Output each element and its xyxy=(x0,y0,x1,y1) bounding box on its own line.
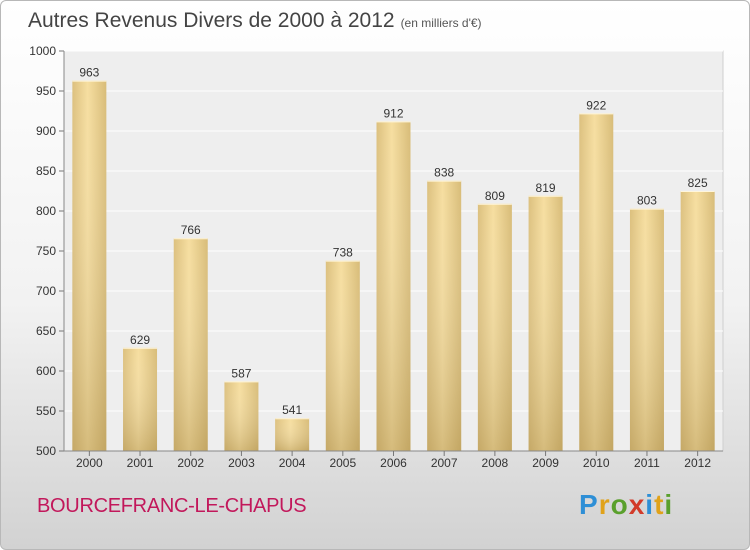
x-tick-label: 2005 xyxy=(329,456,356,470)
y-tick-label: 1000 xyxy=(29,44,56,58)
data-label: 825 xyxy=(688,176,708,190)
logo-letter: i xyxy=(645,489,655,520)
y-tick-label: 800 xyxy=(36,204,56,218)
x-tick-label: 2002 xyxy=(177,456,204,470)
bar-shade xyxy=(123,347,158,451)
data-label: 809 xyxy=(485,189,505,203)
logo-letter: o xyxy=(610,489,629,520)
x-axis: 2000 2001 2002 2003 2004 2005 2006 2007 2008 2009… xyxy=(64,450,723,470)
data-label: 738 xyxy=(333,246,353,260)
y-tick-label: 850 xyxy=(36,164,56,178)
bar-shade xyxy=(427,180,462,451)
logo-letter: t xyxy=(654,489,665,520)
y-tick-label: 600 xyxy=(36,364,56,378)
y-tick-label: 950 xyxy=(36,84,56,98)
x-tick-label: 2006 xyxy=(380,456,407,470)
proxiti-logo[interactable]: Proxiti xyxy=(579,489,673,521)
bar-shade xyxy=(629,208,664,451)
data-label: 963 xyxy=(79,66,99,80)
x-tick-label: 2012 xyxy=(684,456,711,470)
y-tick-label: 900 xyxy=(36,124,56,138)
y-tick-label: 650 xyxy=(36,324,56,338)
x-tick-label: 2001 xyxy=(127,456,154,470)
bar-shade xyxy=(275,418,310,451)
bar-shade xyxy=(376,121,411,452)
y-axis: 500 550 600 650 700 750 800 850 900 950 1000 xyxy=(29,44,65,458)
x-tick-label: 2008 xyxy=(482,456,509,470)
bar-shade xyxy=(325,260,360,451)
data-label: 912 xyxy=(383,106,403,120)
commune-name: BOURCEFRANC-LE-CHAPUS xyxy=(37,495,307,517)
bar-shade xyxy=(72,80,107,451)
data-label: 629 xyxy=(130,333,150,347)
data-label: 922 xyxy=(586,98,606,112)
bar-shade xyxy=(477,203,512,451)
x-tick-label: 2004 xyxy=(279,456,306,470)
data-label: 541 xyxy=(282,403,302,417)
logo-letter: r xyxy=(598,489,611,520)
bar-shade xyxy=(680,191,715,451)
bar-shade xyxy=(173,238,208,451)
bars: 963 629 766 587 541 738 912 838 809 819 922 803 825 xyxy=(72,66,715,452)
x-tick-label: 2003 xyxy=(228,456,255,470)
y-tick-label: 750 xyxy=(36,244,56,258)
x-tick-label: 2000 xyxy=(76,456,103,470)
chart-title: Autres Revenus Divers de 2000 à 2012 (en … xyxy=(28,9,482,33)
data-label: 819 xyxy=(536,181,556,195)
y-tick-label: 700 xyxy=(36,284,56,298)
x-tick-label: 2007 xyxy=(431,456,458,470)
data-label: 803 xyxy=(637,194,657,208)
logo-letter: P xyxy=(579,489,599,520)
x-tick-label: 2011 xyxy=(634,456,660,470)
bar-shade xyxy=(579,113,614,452)
y-tick-label: 500 xyxy=(36,444,56,458)
logo-letter: x xyxy=(628,489,646,520)
data-label: 838 xyxy=(434,166,454,180)
data-label: 766 xyxy=(181,223,201,237)
y-tick-label: 550 xyxy=(36,404,56,418)
x-tick-label: 2009 xyxy=(532,456,559,470)
logo-letter: i xyxy=(664,489,674,520)
bar-shade xyxy=(528,195,563,451)
x-tick-label: 2010 xyxy=(583,456,610,470)
title-text: Autres Revenus Divers de 2000 à 2012 xyxy=(28,9,395,32)
data-label: 587 xyxy=(231,366,251,380)
chart-subtitle: (en milliers d'€) xyxy=(400,16,482,30)
bar-shade xyxy=(224,381,259,451)
